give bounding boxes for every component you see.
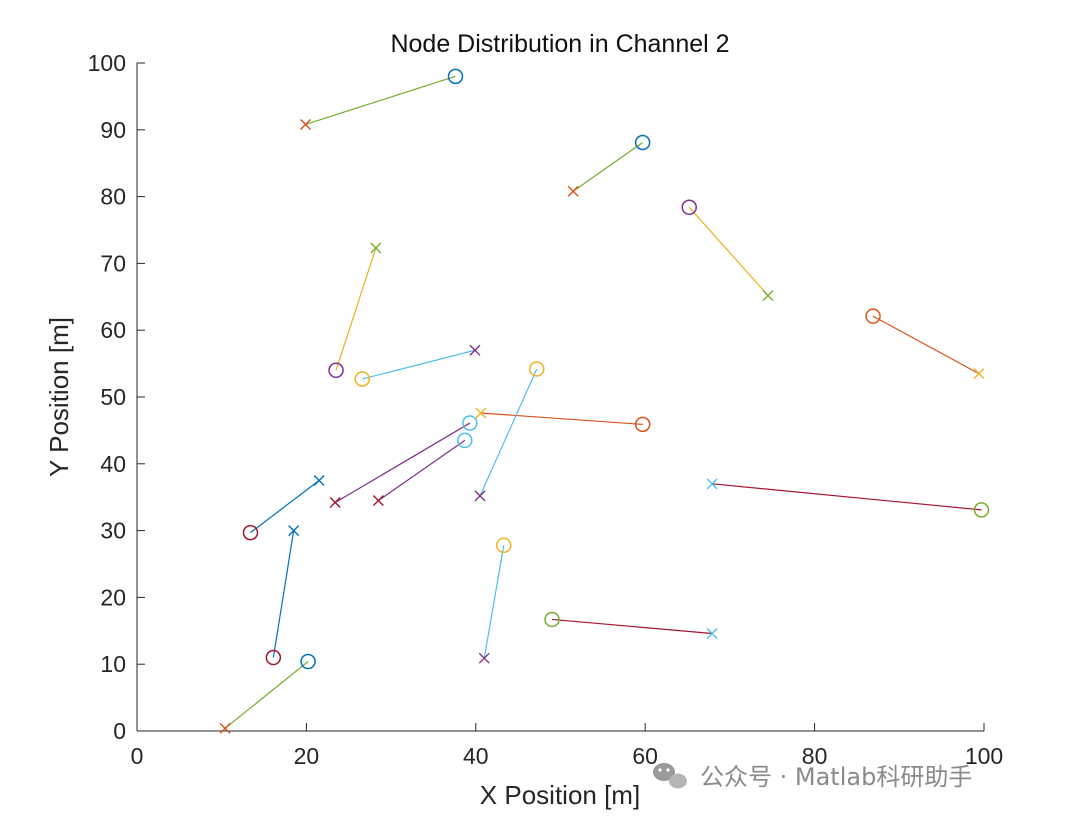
y-tick-label: 60 (100, 317, 126, 343)
circle-node-marker (354, 371, 371, 387)
link-line (224, 661, 309, 729)
cross-node-marker (300, 118, 312, 130)
circle-node-marker (496, 537, 512, 554)
x-tick-label: 100 (965, 743, 1003, 769)
circle-node-marker (681, 199, 697, 216)
cross-node-marker (219, 722, 231, 734)
link-line (272, 530, 295, 658)
link-line (362, 349, 476, 380)
y-axis-label: Y Position [m] (44, 317, 74, 477)
x-tick-label: 40 (463, 743, 489, 769)
chart-title: Node Distribution in Channel 2 (390, 30, 729, 58)
wechat-icon (653, 763, 687, 789)
y-tick-label: 10 (100, 651, 126, 677)
cross-node-marker (706, 627, 718, 639)
y-tick-label: 0 (113, 718, 126, 744)
watermark-text: 公众号 · Matlab科研助手 (700, 763, 972, 791)
axes: 0 20 40 60 80 100 0 10 20 30 40 50 60 70 80 90 100 (88, 50, 1004, 769)
cross-node-marker (288, 525, 300, 537)
link-line (378, 439, 466, 502)
cross-node-marker (370, 242, 382, 254)
x-tick-label: 80 (802, 743, 828, 769)
link-line (872, 315, 980, 375)
x-tick-label: 20 (294, 743, 320, 769)
y-tick-label: 30 (100, 518, 126, 544)
circle-node-marker (973, 502, 990, 518)
cross-node-marker (474, 490, 486, 502)
cross-node-marker (329, 497, 341, 509)
circle-node-marker (300, 653, 316, 670)
y-tick-label: 40 (100, 451, 126, 477)
link-line (305, 75, 456, 126)
cross-node-marker (762, 289, 774, 301)
circle-node-marker (457, 432, 473, 449)
link-line (572, 142, 644, 192)
cross-node-marker (706, 478, 718, 490)
plot-area (137, 63, 984, 731)
cross-node-marker (973, 368, 985, 380)
link-line (479, 368, 538, 497)
x-ticks: 0 20 40 60 80 100 (131, 723, 1003, 769)
circle-node-marker (865, 308, 881, 324)
cross-node-marker (469, 344, 481, 356)
cross-node-marker (313, 475, 325, 486)
cross-node-marker (478, 652, 490, 664)
circle-node-marker (634, 416, 651, 433)
y-tick-label: 80 (100, 184, 126, 210)
circle-node-marker (242, 524, 259, 541)
x-tick-label: 0 (131, 743, 144, 769)
link-line (551, 618, 713, 635)
y-tick-label: 50 (100, 384, 126, 410)
circle-node-marker (544, 611, 560, 628)
cross-node-marker (567, 185, 579, 197)
circle-node-marker (462, 415, 478, 431)
cross-node-marker (372, 495, 384, 507)
cross-node-marker (475, 407, 487, 419)
circle-node-marker (634, 134, 651, 151)
y-tick-label: 70 (100, 250, 126, 276)
y-ticks: 0 10 20 30 40 50 60 70 80 90 100 (88, 50, 145, 744)
y-tick-label: 100 (88, 50, 126, 76)
circle-node-marker (265, 649, 282, 666)
circle-node-marker (328, 362, 344, 379)
link-line (712, 483, 982, 511)
x-tick-label: 60 (632, 743, 658, 769)
node-links (219, 68, 990, 734)
link-line (250, 480, 320, 534)
circle-node-marker (447, 68, 464, 85)
x-axis-label: X Position [m] (480, 780, 640, 810)
watermark: 公众号 · Matlab科研助手 (653, 763, 972, 791)
link-line (334, 422, 471, 504)
link-line (688, 206, 769, 296)
link-line (483, 545, 505, 659)
y-tick-label: 90 (100, 117, 126, 143)
circle-node-marker (529, 361, 545, 377)
link-line (480, 412, 643, 425)
y-tick-label: 20 (100, 584, 126, 610)
link-line (335, 247, 377, 371)
